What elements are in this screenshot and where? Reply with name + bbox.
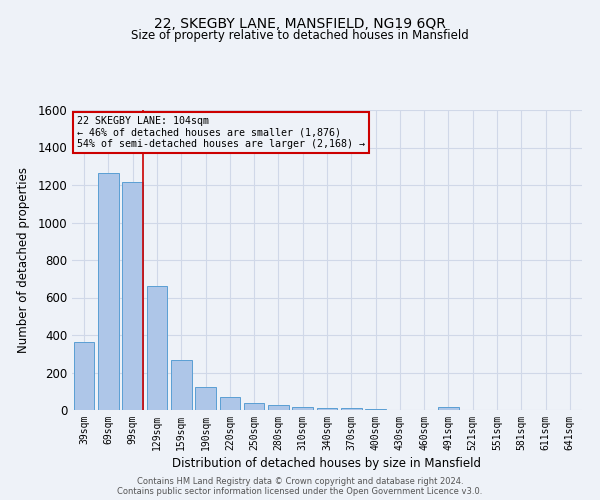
- Text: 22 SKEGBY LANE: 104sqm
← 46% of detached houses are smaller (1,876)
54% of semi-: 22 SKEGBY LANE: 104sqm ← 46% of detached…: [77, 116, 365, 149]
- Bar: [292, 406, 313, 410]
- Text: Size of property relative to detached houses in Mansfield: Size of property relative to detached ho…: [131, 28, 469, 42]
- Bar: [244, 403, 265, 410]
- Bar: [268, 406, 289, 410]
- Bar: [122, 182, 143, 410]
- X-axis label: Distribution of detached houses by size in Mansfield: Distribution of detached houses by size …: [173, 457, 482, 470]
- Bar: [317, 408, 337, 410]
- Bar: [341, 408, 362, 410]
- Text: Contains HM Land Registry data © Crown copyright and database right 2024.
Contai: Contains HM Land Registry data © Crown c…: [118, 476, 482, 496]
- Bar: [74, 342, 94, 410]
- Bar: [195, 386, 216, 410]
- Bar: [171, 360, 191, 410]
- Bar: [365, 408, 386, 410]
- Y-axis label: Number of detached properties: Number of detached properties: [17, 167, 31, 353]
- Bar: [98, 173, 119, 410]
- Bar: [438, 406, 459, 410]
- Bar: [146, 286, 167, 410]
- Bar: [220, 396, 240, 410]
- Text: 22, SKEGBY LANE, MANSFIELD, NG19 6QR: 22, SKEGBY LANE, MANSFIELD, NG19 6QR: [154, 18, 446, 32]
